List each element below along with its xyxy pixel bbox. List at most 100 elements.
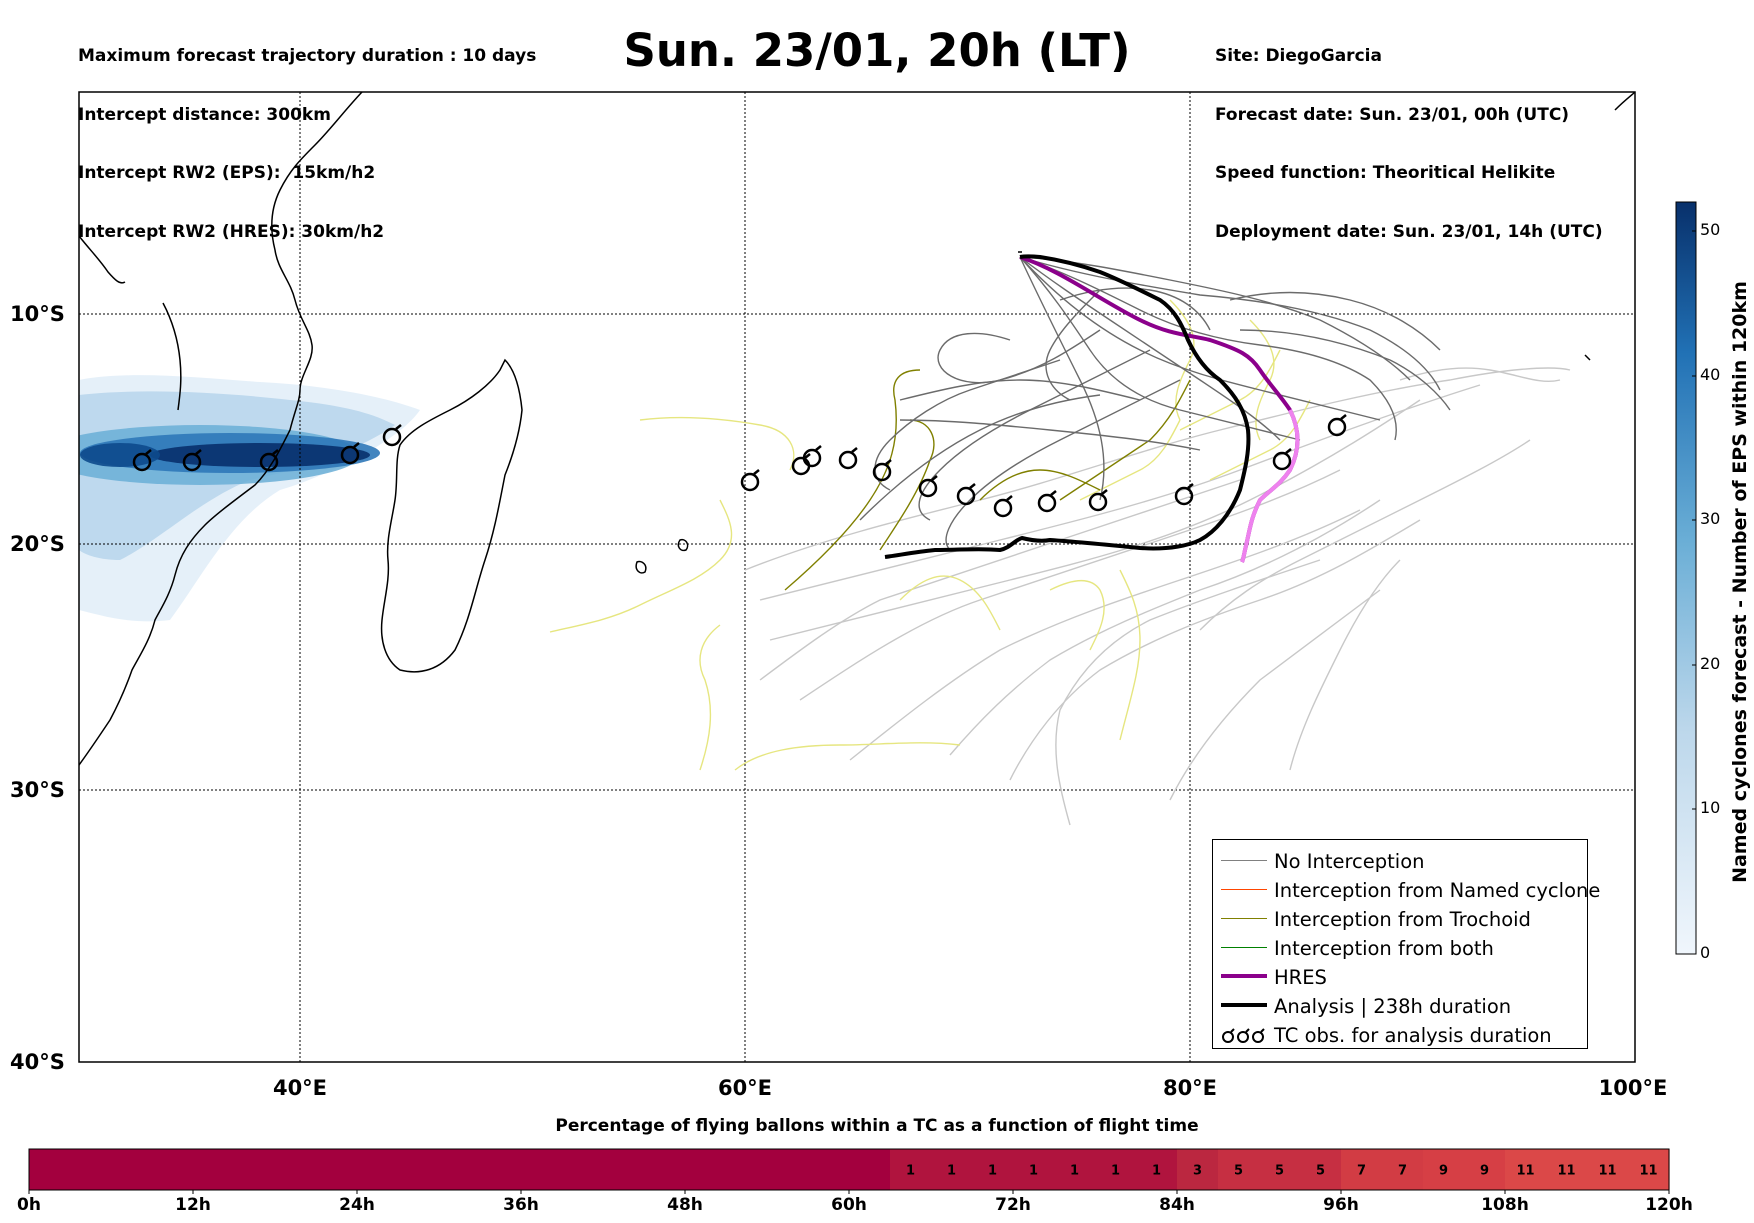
header-left-line: Intercept RW2 (EPS): 15km/h2 (78, 163, 376, 183)
percentage-cell-label: 7 (1357, 1164, 1366, 1179)
percentage-cell (111, 1149, 153, 1190)
percentage-cell (1259, 1149, 1301, 1190)
cyclone-icon (872, 459, 892, 482)
header-left-line: Intercept distance: 300km (78, 104, 331, 125)
legend-item: TC obs. for analysis duration (1213, 1021, 1587, 1050)
legend-item: Interception from Named cyclone (1213, 876, 1600, 905)
colorbar-tick: 10 (1700, 798, 1721, 817)
percentage-tick: 84h (1159, 1195, 1195, 1215)
legend-item: Interception from both (1213, 934, 1587, 963)
cyclone-icon (1174, 483, 1194, 506)
percentage-cell (849, 1149, 891, 1190)
hres-track-tail (1240, 409, 1300, 563)
percentage-bar-title: Percentage of flying ballons within a TC… (555, 1116, 1199, 1136)
percentage-cell (1054, 1149, 1096, 1190)
percentage-cell (1382, 1149, 1424, 1190)
percentage-cell-label: 3 (1193, 1164, 1202, 1179)
percentage-tick: 48h (667, 1195, 703, 1215)
header-left-line: Intercept RW2 (HRES): 30km/h2 (78, 221, 385, 242)
percentage-tick: 12h (175, 1195, 211, 1215)
cyclone-icon (382, 424, 402, 447)
legend-item: HRES (1213, 963, 1587, 992)
lat-label: 40°S (10, 1050, 65, 1074)
percentage-bar-ticks (28, 1190, 1670, 1194)
cyclone-icon (740, 469, 760, 492)
header-right-line: Deployment date: Sun. 23/01, 14h (UTC) (1215, 221, 1603, 242)
colorbar-tick: 0 (1700, 943, 1711, 962)
percentage-cell-label: 11 (1598, 1164, 1616, 1179)
percentage-cell (972, 1149, 1014, 1190)
legend-label: HRES (1274, 966, 1327, 989)
legend-label: Interception from both (1274, 937, 1494, 960)
percentage-tick: 24h (339, 1195, 375, 1215)
lat-label: 10°S (10, 302, 65, 326)
percentage-cell (357, 1149, 399, 1190)
cyclone-icon (802, 445, 822, 468)
trajectories-dark (859, 256, 1451, 551)
header-right-line: Speed function: Theoritical Helikite (1215, 163, 1556, 183)
percentage-tick: 36h (503, 1195, 539, 1215)
percentage-cell-label: 5 (1316, 1164, 1325, 1179)
percentage-cell (726, 1149, 768, 1190)
header-right-info: Site: DiegoGarcia Forecast date: Sun. 23… (1215, 8, 1603, 262)
analysis-track (884, 254, 1251, 559)
percentage-cell-label: 11 (1557, 1164, 1575, 1179)
cyclone-icon (1222, 1028, 1265, 1043)
percentage-cell-label: 1 (1111, 1164, 1120, 1179)
colorbar-gradient (1675, 201, 1697, 955)
cyclone-icon (918, 475, 938, 498)
percentage-cell-label: 1 (906, 1164, 915, 1179)
header-left-line: Maximum forecast trajectory duration : 1… (78, 46, 537, 66)
percentage-cell-label: 9 (1480, 1164, 1489, 1179)
percentage-cell (767, 1149, 809, 1190)
percentage-cell (1218, 1149, 1260, 1190)
percentage-cell (808, 1149, 850, 1190)
percentage-cell (1587, 1149, 1629, 1190)
legend-label: Interception from Named cyclone (1274, 879, 1601, 902)
percentage-cell (152, 1149, 194, 1190)
trajectories-olive (784, 369, 1191, 591)
tc-observations (132, 414, 1347, 518)
cyclone-icon (956, 483, 976, 506)
legend-label: Interception from Trochoid (1274, 908, 1531, 931)
colorbar-title-text: Named cyclones forecast - Number of EPS … (1729, 281, 1751, 883)
percentage-cell (275, 1149, 317, 1190)
percentage-cell (398, 1149, 440, 1190)
percentage-cell (316, 1149, 358, 1190)
lon-label: 80°E (1162, 1076, 1218, 1100)
lon-label: 60°E (717, 1076, 773, 1100)
cyclone-icon (340, 442, 360, 465)
cyclone-icon (132, 449, 152, 472)
percentage-cell-label: 1 (1070, 1164, 1079, 1179)
legend-swatch (1221, 1003, 1267, 1007)
colorbar-tick: 40 (1700, 365, 1721, 384)
percentage-cell-label: 11 (1516, 1164, 1534, 1179)
legend-swatch (1221, 918, 1267, 919)
percentage-cell (1095, 1149, 1137, 1190)
percentage-tick: 96h (1323, 1195, 1359, 1215)
legend: No Interception Interception from Named … (1212, 839, 1600, 1050)
percentage-cell (685, 1149, 727, 1190)
legend-swatch (1221, 947, 1267, 948)
percentage-cell (439, 1149, 481, 1190)
colorbar-ticks (1692, 230, 1696, 955)
legend-swatch (1221, 860, 1267, 861)
percentage-cell-label: 1 (1152, 1164, 1161, 1179)
legend-label: No Interception (1274, 850, 1425, 873)
header-right-line: Forecast date: Sun. 23/01, 00h (UTC) (1215, 104, 1570, 125)
percentage-cell-label: 1 (1029, 1164, 1038, 1179)
cyclone-icon (259, 449, 279, 472)
colorbar-tick: 50 (1700, 220, 1721, 239)
cyclone-icon (1088, 489, 1108, 512)
percentage-cell (890, 1149, 932, 1190)
cyclone-icon (993, 495, 1013, 518)
lat-label: 30°S (10, 778, 65, 802)
percentage-tick: 108h (1481, 1195, 1529, 1215)
percentage-tick: 120h (1645, 1195, 1693, 1215)
percentage-cell (1341, 1149, 1383, 1190)
legend-swatch (1221, 889, 1267, 890)
header-left-info: Maximum forecast trajectory duration : 1… (78, 8, 536, 262)
colorbar-tick: 20 (1700, 654, 1721, 673)
percentage-cell (562, 1149, 604, 1190)
percentage-cell (521, 1149, 563, 1190)
